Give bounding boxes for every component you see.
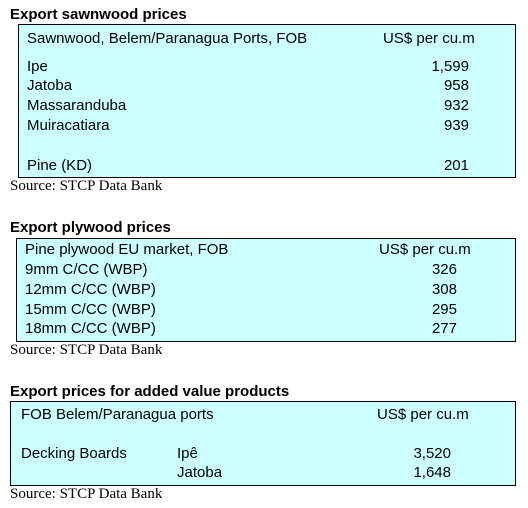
- sawnwood-table: Sawnwood, Belem/Paranagua Ports, FOB US$…: [18, 24, 516, 178]
- plywood-header-unit: US$ per cu.m: [379, 241, 471, 258]
- plywood-price: 295: [431, 301, 457, 318]
- added-value-table: FOB Belem/Paranagua ports US$ per cu.m D…: [10, 401, 516, 486]
- plywood-header-label: Pine plywood EU market, FOB: [25, 241, 229, 258]
- sawnwood-header-unit: US$ per cu.m: [383, 30, 475, 47]
- sawnwood-species: Ipe: [27, 58, 48, 75]
- sawnwood-species: Muiracatiara: [27, 117, 110, 134]
- added-value-title: Export prices for added value products: [10, 383, 290, 400]
- plywood-grade: 15mm C/CC (WBP): [25, 301, 156, 318]
- sawnwood-price: 932: [443, 97, 469, 114]
- sawnwood-species: Jatoba: [27, 77, 73, 94]
- sawnwood-title: Export sawnwood prices: [10, 6, 187, 23]
- added-value-price: 3,520: [413, 445, 451, 462]
- added-value-header-label: FOB Belem/Paranagua ports: [21, 406, 214, 423]
- added-value-price: 1,648: [413, 464, 451, 481]
- plywood-source: Source: STCP Data Bank: [10, 342, 163, 358]
- added-value-species: Ipê: [177, 445, 198, 462]
- added-value-header-unit: US$ per cu.m: [377, 406, 469, 423]
- added-value-source: Source: STCP Data Bank: [10, 486, 163, 502]
- sawnwood-price: 201: [443, 157, 469, 174]
- sawnwood-source: Source: STCP Data Bank: [10, 178, 163, 194]
- plywood-grade: 9mm C/CC (WBP): [25, 261, 148, 278]
- plywood-grade: 12mm C/CC (WBP): [25, 281, 156, 298]
- sawnwood-header-label: Sawnwood, Belem/Paranagua Ports, FOB: [27, 30, 308, 47]
- sawnwood-price: 958: [443, 77, 469, 94]
- plywood-price: 277: [431, 320, 457, 337]
- added-value-species: Jatoba: [177, 464, 223, 481]
- sawnwood-species: Massaranduba: [27, 97, 127, 114]
- plywood-title: Export plywood prices: [10, 219, 171, 236]
- plywood-price: 326: [431, 261, 457, 278]
- sawnwood-price: 939: [443, 117, 469, 134]
- sawnwood-price: 1,599: [431, 58, 469, 75]
- plywood-price: 308: [431, 281, 457, 298]
- sawnwood-species: Pine (KD): [27, 157, 93, 174]
- plywood-table: Pine plywood EU market, FOB US$ per cu.m…: [16, 238, 516, 342]
- plywood-grade: 18mm C/CC (WBP): [25, 320, 156, 337]
- added-value-product: Decking Boards: [21, 445, 127, 462]
